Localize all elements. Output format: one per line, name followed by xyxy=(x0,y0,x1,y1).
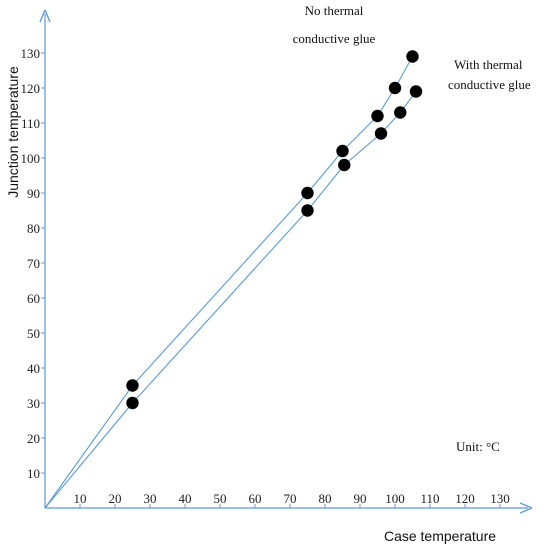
x-tick-label: 20 xyxy=(109,491,122,506)
series2-annotation-line1: With thermal xyxy=(454,57,523,72)
x-axis-title: Case temperature xyxy=(384,528,496,544)
x-tick-label: 60 xyxy=(249,491,262,506)
series-2-point xyxy=(409,85,423,98)
x-axis-arrow xyxy=(519,502,533,514)
y-tick-label: 50 xyxy=(27,326,40,341)
y-tick-label: 60 xyxy=(27,291,40,306)
x-tick-label: 50 xyxy=(214,491,227,506)
y-tick-label: 30 xyxy=(27,396,40,411)
series-1-point xyxy=(301,186,314,200)
x-tick-label: 70 xyxy=(284,491,297,506)
x-tick-label: 130 xyxy=(490,491,510,506)
x-axis-ticks: 10 20 30 40 50 60 70 80 90 100 110 120 130 xyxy=(74,491,510,508)
y-tick-label: 80 xyxy=(27,221,40,236)
series2-annotation-line2: conductive glue xyxy=(448,77,531,92)
y-tick-label: 110 xyxy=(21,116,40,131)
y-tick-label: 70 xyxy=(27,256,40,271)
unit-label: Unit: °C xyxy=(456,439,500,454)
axes xyxy=(39,9,533,514)
y-axis-title: Junction temperature xyxy=(5,66,21,198)
y-axis-ticks: 10 20 30 40 50 60 70 80 90 100 110 120 130 xyxy=(21,46,45,481)
y-tick-label: 20 xyxy=(27,431,40,446)
x-tick-label: 110 xyxy=(420,491,439,506)
x-tick-label: 10 xyxy=(74,491,87,506)
x-tick-label: 40 xyxy=(179,491,192,506)
series-line-1 xyxy=(44,56,413,509)
series1-annotation-line1: No thermal xyxy=(305,3,364,18)
series-1-point xyxy=(371,109,384,123)
x-tick-label: 90 xyxy=(354,491,367,506)
y-tick-label: 100 xyxy=(21,151,41,166)
x-tick-label: 80 xyxy=(319,491,332,506)
series-2-point xyxy=(301,204,314,217)
y-axis-arrow xyxy=(39,9,51,23)
x-tick-label: 30 xyxy=(144,491,157,506)
y-tick-label: 90 xyxy=(27,186,40,201)
series-1-point xyxy=(336,144,349,158)
series-1-point xyxy=(406,50,419,63)
x-tick-label: 100 xyxy=(385,491,405,506)
series-points xyxy=(126,50,423,410)
y-tick-label: 10 xyxy=(27,466,40,481)
series-1-point xyxy=(126,379,139,392)
series-2-point xyxy=(374,127,388,140)
y-tick-label: 120 xyxy=(21,81,41,96)
series-2-point xyxy=(394,106,407,119)
series-lines xyxy=(44,56,417,509)
series-2-point xyxy=(126,396,139,410)
series1-annotation-line2: conductive glue xyxy=(293,31,376,46)
x-tick-label: 120 xyxy=(455,491,475,506)
series-1-point xyxy=(388,81,402,95)
series-line-2 xyxy=(44,91,417,509)
y-tick-label: 40 xyxy=(27,361,40,376)
series-2-point xyxy=(338,158,351,172)
y-tick-label: 130 xyxy=(21,46,41,61)
